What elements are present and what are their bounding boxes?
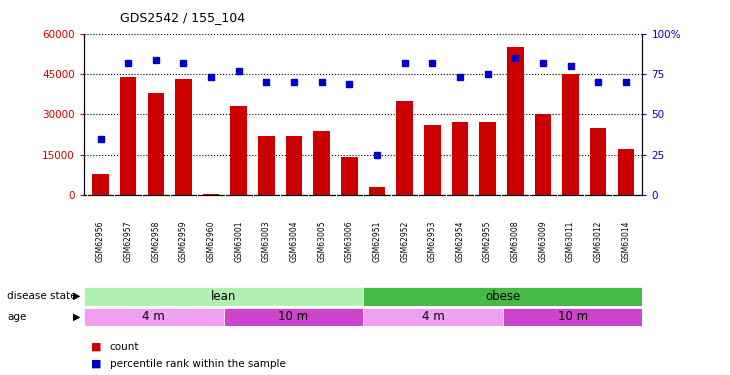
Text: GSM63003: GSM63003 [262,220,271,262]
Text: GSM63006: GSM63006 [345,220,354,262]
Text: GSM63001: GSM63001 [234,220,243,262]
Text: GSM62957: GSM62957 [123,220,133,262]
Text: disease state: disease state [7,291,77,301]
Bar [364,287,642,306]
Text: GSM62952: GSM62952 [400,220,409,262]
Text: GSM62956: GSM62956 [96,220,105,262]
Text: 4 m: 4 m [422,310,445,323]
Text: GSM63004: GSM63004 [290,220,299,262]
Text: GSM62959: GSM62959 [179,220,188,262]
Bar [618,149,634,195]
Text: percentile rank within the sample: percentile rank within the sample [110,359,285,369]
Text: GSM62960: GSM62960 [207,220,215,262]
Text: GSM62955: GSM62955 [483,220,492,262]
Bar [84,287,364,306]
Text: obese: obese [485,290,520,303]
Text: ▶: ▶ [73,312,80,322]
Text: GSM62953: GSM62953 [428,220,437,262]
Text: GSM63005: GSM63005 [318,220,326,262]
Text: 10 m: 10 m [558,310,588,323]
Bar [503,308,642,326]
Text: 10 m: 10 m [278,310,309,323]
Text: GSM62958: GSM62958 [151,220,161,262]
Text: GSM63009: GSM63009 [538,220,548,262]
Text: GSM63014: GSM63014 [621,220,630,262]
Bar [452,122,468,195]
Text: GSM63008: GSM63008 [511,220,520,262]
Bar [396,101,413,195]
Bar [203,194,220,195]
Text: ■: ■ [91,359,101,369]
Text: 4 m: 4 m [142,310,165,323]
Text: ■: ■ [91,342,101,352]
Text: GSM63011: GSM63011 [566,220,575,262]
Bar [313,130,330,195]
Bar [175,80,192,195]
Bar [341,158,358,195]
Bar [120,77,137,195]
Bar [507,47,523,195]
Text: GDS2542 / 155_104: GDS2542 / 155_104 [120,11,245,24]
Bar [534,114,551,195]
Bar [369,187,385,195]
Text: count: count [110,342,139,352]
Bar [92,174,109,195]
Bar [424,125,441,195]
Bar [562,74,579,195]
Text: ▶: ▶ [73,291,80,301]
Text: lean: lean [211,290,237,303]
Bar [84,308,223,326]
Text: GSM62954: GSM62954 [456,220,464,262]
Bar [147,93,164,195]
Text: GSM62951: GSM62951 [372,220,382,262]
Bar [231,106,247,195]
Bar [364,308,503,326]
Bar [480,122,496,195]
Text: age: age [7,312,27,322]
Text: GSM63012: GSM63012 [593,220,603,262]
Bar [285,136,302,195]
Bar [258,136,274,195]
Bar [590,128,607,195]
Bar [223,308,364,326]
